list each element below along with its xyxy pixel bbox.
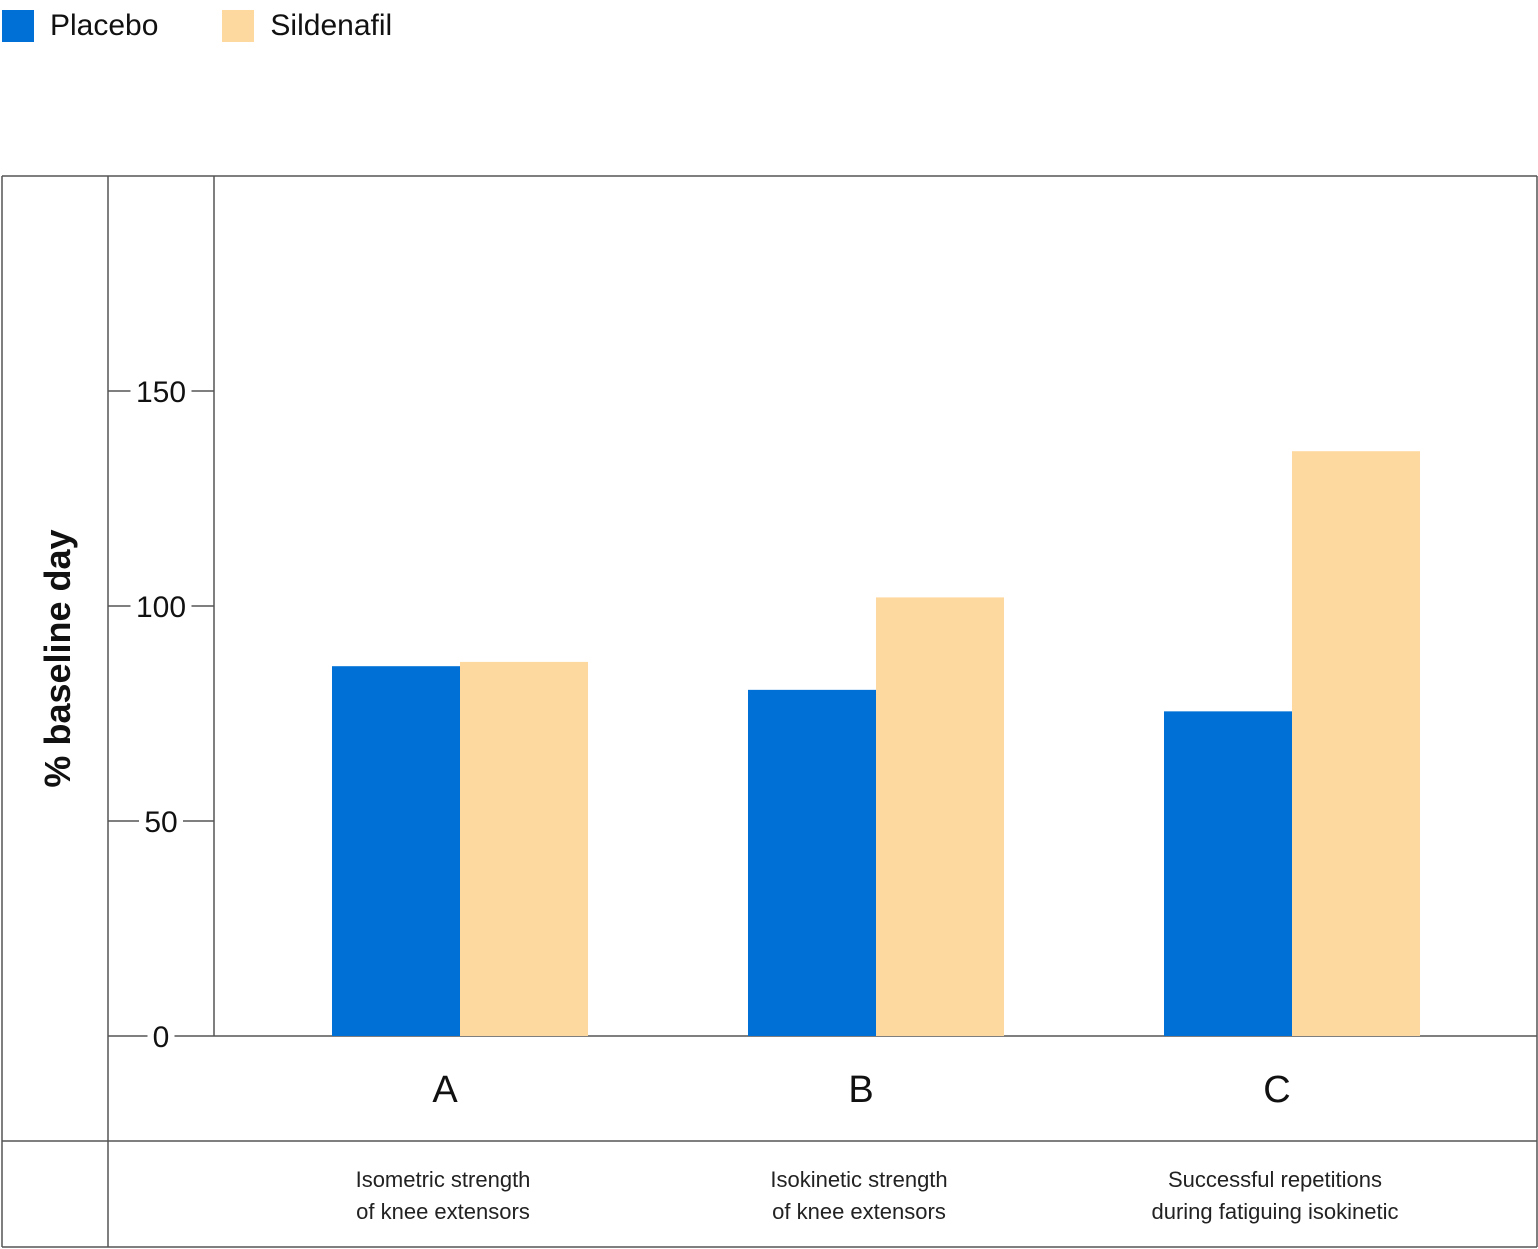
bars — [332, 451, 1420, 1036]
x-category-label: A — [432, 1069, 458, 1111]
legend-item-sildenafil: Sildenafil — [222, 9, 392, 43]
sildenafil-bar-B — [876, 597, 1004, 1036]
placebo-bar-C — [1164, 711, 1292, 1036]
placebo-swatch — [2, 10, 34, 42]
category-description-line: Isokinetic strength — [770, 1167, 947, 1192]
sildenafil-bar-A — [460, 661, 588, 1036]
placebo-bar-A — [332, 666, 460, 1036]
chart-frame — [1, 175, 1538, 1248]
category-description-line: of knee extensors — [356, 1199, 530, 1224]
x-category-label: B — [848, 1069, 873, 1111]
y-tick-label: 150 — [136, 376, 186, 409]
legend-label-placebo: Placebo — [50, 9, 159, 42]
legend-label-sildenafil: Sildenafil — [270, 9, 393, 42]
y-axis-title: % baseline day — [37, 529, 78, 787]
category-description-line: Successful repetitions — [1168, 1167, 1382, 1192]
y-tick-label-bg — [130, 377, 192, 407]
y-tick-label: 50 — [144, 806, 177, 839]
sildenafil-swatch — [222, 10, 255, 42]
category-description-line: of knee extensors — [772, 1199, 946, 1224]
category-description-line: during fatiguing isokinetic — [1151, 1199, 1398, 1224]
legend-item-placebo: Placebo — [2, 9, 158, 43]
x-category-label: C — [1263, 1069, 1290, 1111]
placebo-bar-B — [748, 689, 876, 1036]
y-tick-label: 100 — [136, 591, 186, 624]
legend: Placebo Sildenafil — [2, 6, 456, 46]
y-tick-label-bg — [139, 807, 183, 837]
y-tick-label-bg — [130, 592, 192, 622]
category-description-line: Isometric strength — [356, 1167, 531, 1192]
y-tick-label: 0 — [153, 1021, 170, 1054]
y-tick-label-bg — [147, 1022, 175, 1052]
sildenafil-bar-C — [1292, 451, 1420, 1036]
